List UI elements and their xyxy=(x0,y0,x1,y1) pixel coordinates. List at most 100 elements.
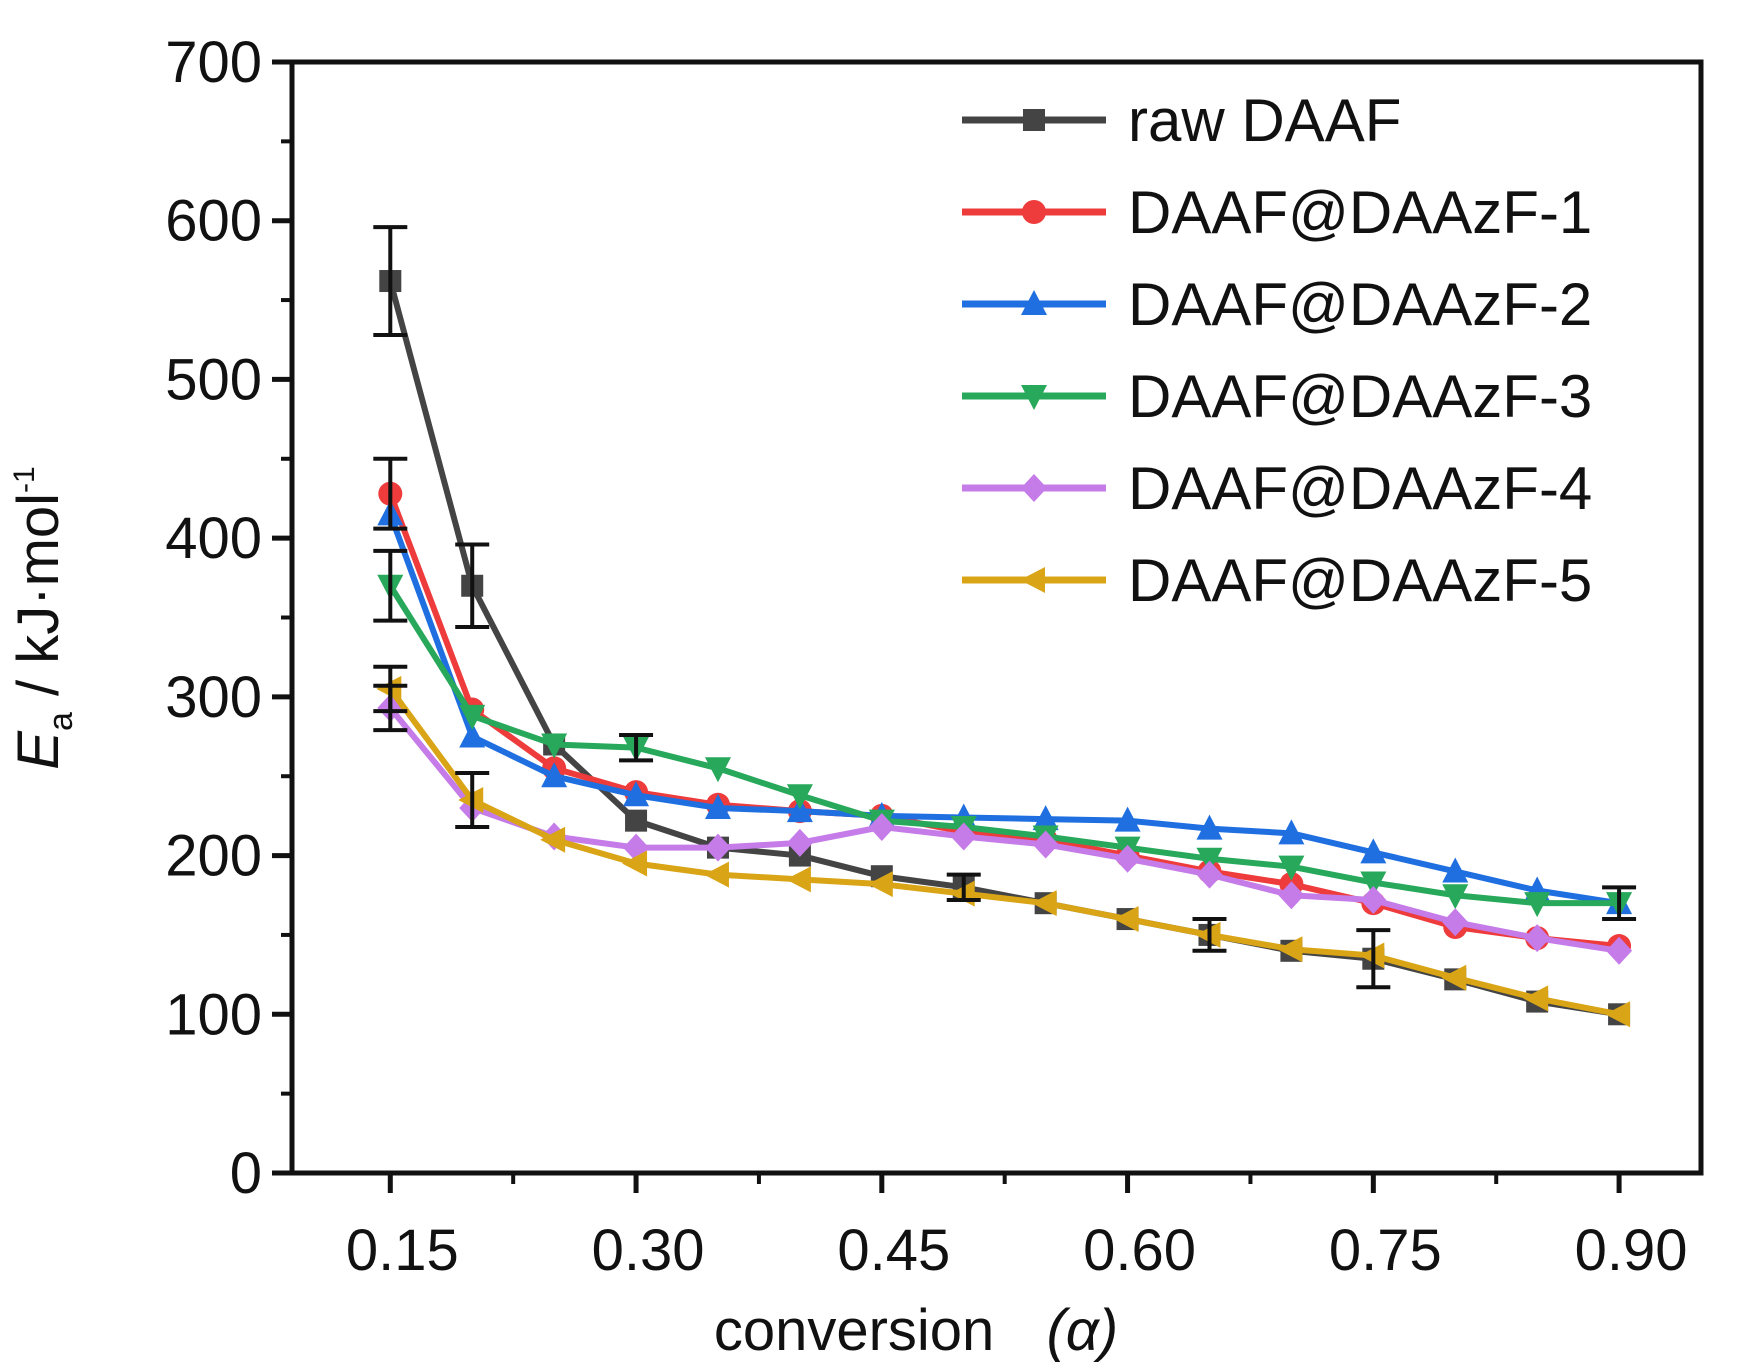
error-bar xyxy=(455,542,490,630)
data-point xyxy=(540,826,566,853)
data-point xyxy=(1278,819,1305,845)
data-point xyxy=(950,822,977,851)
data-point xyxy=(1032,830,1059,859)
data-point xyxy=(1360,886,1387,915)
legend: raw DAAF DAAF@DAAzF-1 DAAF@DAAzF-2 DAAF@DAA… xyxy=(962,87,1592,614)
x-tick-label: 0.75 xyxy=(1329,1218,1442,1283)
data-point xyxy=(786,828,813,857)
error-bar xyxy=(373,225,408,337)
legend-marker xyxy=(1023,109,1045,131)
data-point xyxy=(1278,855,1305,881)
error-bar xyxy=(373,456,408,531)
data-point xyxy=(704,833,731,862)
x-tick-label: 0.30 xyxy=(592,1218,705,1283)
data-point xyxy=(704,793,731,819)
legend-entry: DAAF@DAAzF-1 xyxy=(962,179,1592,246)
error-bar xyxy=(619,732,654,763)
legend-marker xyxy=(1021,385,1047,410)
data-point xyxy=(703,861,729,888)
data-point xyxy=(541,733,568,759)
legend-label: DAAF@DAAzF-1 xyxy=(1128,179,1592,246)
series-line xyxy=(387,584,1620,907)
y-tick-label: 500 xyxy=(165,347,262,412)
data-point xyxy=(704,757,731,783)
data-point xyxy=(786,797,813,823)
data-point xyxy=(1442,857,1469,883)
x-tick-label: 0.45 xyxy=(837,1218,950,1283)
series-line xyxy=(387,513,1620,907)
data-point xyxy=(1196,814,1223,840)
legend-label: DAAF@DAAzF-4 xyxy=(1128,455,1592,522)
legend-entry: raw DAAF xyxy=(962,87,1401,154)
x-tick-label: 0.15 xyxy=(346,1218,459,1283)
legend-marker xyxy=(1020,567,1045,593)
data-point xyxy=(541,762,568,788)
y-tick-label: 0 xyxy=(230,1141,262,1206)
data-point xyxy=(1114,806,1141,832)
data-point xyxy=(1031,890,1057,917)
x-tick-label: 0.60 xyxy=(1083,1218,1196,1283)
x-axis-title-symbol: (α) xyxy=(1046,1298,1118,1363)
data-point xyxy=(1196,860,1223,889)
y-axis-title-symbol: E xyxy=(6,730,71,770)
x-tick-label: 0.90 xyxy=(1575,1218,1688,1283)
series-line xyxy=(387,706,1620,954)
y-tick-label: 100 xyxy=(165,982,262,1047)
x-axis-title-text: conversion xyxy=(714,1298,994,1363)
data-point xyxy=(1441,964,1467,991)
legend-entry: DAAF@DAAzF-2 xyxy=(962,271,1592,338)
y-tick-label: 400 xyxy=(165,506,262,571)
data-point xyxy=(785,866,811,893)
data-point xyxy=(1277,936,1303,963)
legend-entry: DAAF@DAAzF-5 xyxy=(962,547,1592,614)
data-point xyxy=(459,722,486,748)
data-point xyxy=(1524,892,1551,918)
data-point xyxy=(1442,884,1469,910)
error-bar xyxy=(946,872,981,903)
legend-label: raw DAAF xyxy=(1128,87,1401,154)
series-line xyxy=(387,492,1620,950)
legend-label: DAAF@DAAzF-5 xyxy=(1128,547,1592,614)
legend-marker xyxy=(1022,200,1046,224)
y-axis-title-subscript: a xyxy=(42,712,80,731)
error-bar xyxy=(373,548,408,623)
legend-marker xyxy=(1021,474,1047,502)
error-bar xyxy=(1192,917,1227,953)
data-point xyxy=(1032,805,1059,831)
legend-entry: DAAF@DAAzF-3 xyxy=(962,363,1592,430)
data-point xyxy=(1196,847,1223,873)
y-axis-title-unit: / kJ·mol xyxy=(6,493,71,712)
data-point xyxy=(1114,844,1141,873)
y-axis-title: Ea / kJ·mol-1 xyxy=(6,466,80,769)
data-point xyxy=(1606,936,1633,965)
legend-marker xyxy=(1021,290,1047,315)
data-point xyxy=(1442,908,1469,937)
series-line xyxy=(387,687,1620,1018)
error-bar-layer xyxy=(373,225,1637,990)
data-point xyxy=(1360,838,1387,864)
error-bar xyxy=(373,664,408,714)
x-axis-title: conversion (α) xyxy=(714,1298,1118,1363)
data-point xyxy=(623,781,650,807)
y-tick-label: 600 xyxy=(165,189,262,254)
error-bar xyxy=(1356,928,1391,990)
data-point xyxy=(1278,881,1305,910)
y-tick-label: 200 xyxy=(165,824,262,889)
legend-label: DAAF@DAAzF-2 xyxy=(1128,271,1592,338)
y-tick-label: 700 xyxy=(165,30,262,95)
legend-entry: DAAF@DAAzF-4 xyxy=(962,455,1592,522)
y-axis-title-superscript: -1 xyxy=(8,466,41,493)
data-point xyxy=(459,704,486,730)
data-point xyxy=(867,871,893,898)
data-point xyxy=(1605,1001,1631,1028)
data-point xyxy=(1113,906,1139,933)
data-point xyxy=(868,813,895,842)
data-point xyxy=(1360,871,1387,897)
data-point xyxy=(625,809,648,832)
axes-layer: 0 100 200 300 400 500 600 700 0.15 0.30 0.45 0.60 0.… xyxy=(165,30,1687,1283)
data-point xyxy=(786,784,813,810)
error-bar xyxy=(1602,885,1637,922)
y-tick-label: 300 xyxy=(165,665,262,730)
legend-label: DAAF@DAAzF-3 xyxy=(1128,363,1592,430)
